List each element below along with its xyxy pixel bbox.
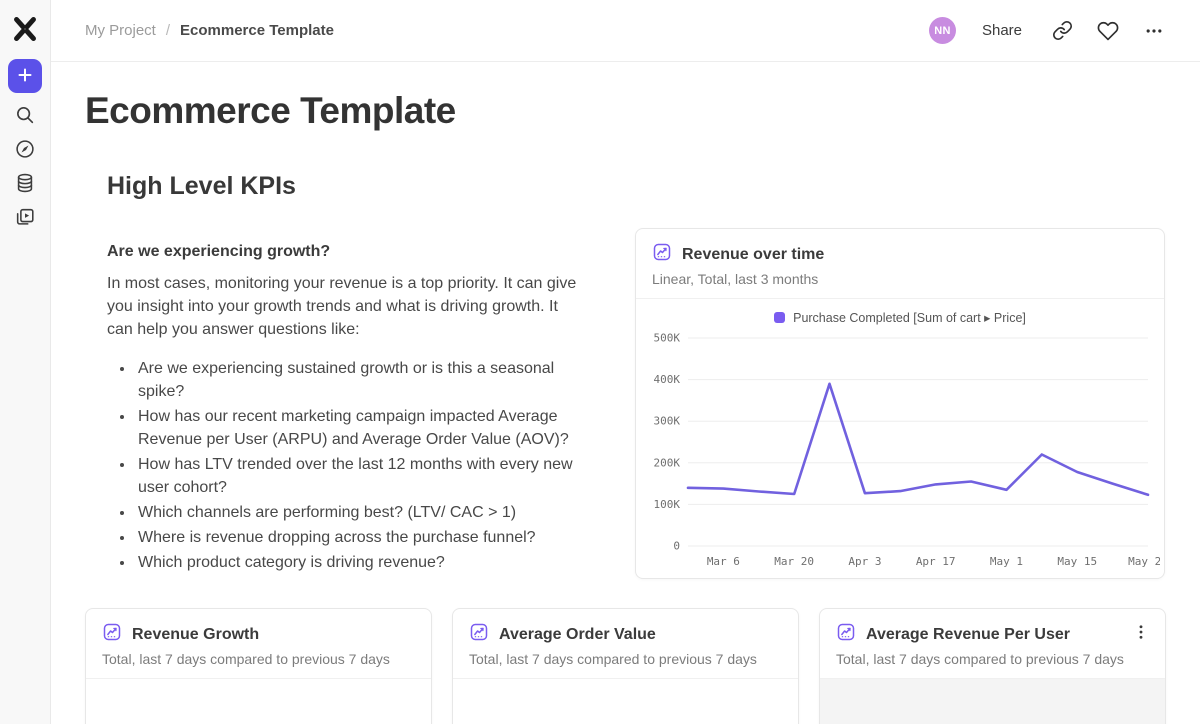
average-revenue-per-user-card[interactable]: Average Revenue Per User Total, last 7 d… [819, 608, 1166, 724]
main-column: My Project / Ecommerce Template NN Share [51, 0, 1200, 724]
kpi-card-title: Average Revenue Per User [866, 625, 1070, 643]
svg-text:200K: 200K [654, 456, 681, 469]
revenue-growth-card[interactable]: Revenue Growth Total, last 7 days compar… [85, 608, 432, 724]
search-icon[interactable] [13, 103, 37, 127]
kpi-card-body [86, 679, 431, 724]
legend-swatch [774, 312, 786, 323]
line-chart-icon [102, 622, 122, 647]
kpi-card-title: Revenue Growth [132, 625, 260, 643]
intro-bullet-list: Are we experiencing sustained growth or … [107, 357, 579, 574]
card-header: Revenue Growth Total, last 7 days compar… [86, 609, 431, 679]
svg-text:100K: 100K [654, 498, 681, 511]
average-order-value-card[interactable]: Average Order Value Total, last 7 days c… [452, 608, 799, 724]
svg-text:Mar 20: Mar 20 [774, 555, 814, 568]
line-chart-icon [469, 622, 489, 647]
sidebar [0, 0, 51, 724]
chart-area[interactable]: 0 100K 200K 300K 400K 500K Mar 6 Mar 20 Apr 3 Apr… [636, 326, 1164, 578]
copy-link-icon[interactable] [1050, 19, 1074, 43]
breadcrumb-separator: / [165, 22, 171, 39]
breadcrumb: My Project / Ecommerce Template [85, 22, 334, 39]
topbar: My Project / Ecommerce Template NN Share [51, 0, 1200, 62]
line-chart-icon [652, 242, 672, 267]
breadcrumb-current: Ecommerce Template [180, 22, 334, 39]
svg-text:May 29: May 29 [1128, 555, 1160, 568]
svg-text:Mar 6: Mar 6 [707, 555, 740, 568]
boards-icon[interactable] [13, 205, 37, 229]
revenue-chart: 0 100K 200K 300K 400K 500K Mar 6 Mar 20 Apr 3 Apr… [654, 332, 1161, 569]
svg-text:Apr 3: Apr 3 [848, 555, 881, 568]
database-icon[interactable] [13, 171, 37, 195]
kpi-card-row: Revenue Growth Total, last 7 days compar… [85, 608, 1166, 724]
revenue-card-header: Revenue over time Linear, Total, last 3 … [636, 229, 1164, 299]
legend-label: Purchase Completed [Sum of cart ▸ Price] [793, 311, 1026, 325]
revenue-card-subtitle: Linear, Total, last 3 months [652, 271, 819, 287]
kpi-card-body [820, 679, 1165, 724]
kpi-card-subtitle: Total, last 7 days compared to previous … [469, 651, 757, 667]
list-item: Which product category is driving revenu… [135, 551, 579, 574]
svg-text:500K: 500K [654, 332, 681, 345]
revenue-over-time-card[interactable]: Revenue over time Linear, Total, last 3 … [635, 228, 1165, 579]
svg-text:0: 0 [673, 540, 680, 553]
mixpanel-logo-icon[interactable] [10, 14, 40, 44]
list-item: How has LTV trended over the last 12 mon… [135, 453, 579, 499]
intro-text-block: Are we experiencing growth? In most case… [107, 228, 579, 576]
avatar[interactable]: NN [928, 17, 956, 44]
svg-text:400K: 400K [654, 373, 681, 386]
page-title: Ecommerce Template [85, 90, 456, 131]
compass-icon[interactable] [13, 137, 37, 161]
section-title: High Level KPIs [107, 172, 296, 200]
list-item: Are we experiencing sustained growth or … [135, 357, 579, 403]
topbar-actions: NN Share [928, 17, 1166, 44]
intro-paragraph: In most cases, monitoring your revenue i… [107, 275, 577, 338]
list-item: Where is revenue dropping across the pur… [135, 526, 579, 549]
intro-question: Are we experiencing growth? [107, 243, 331, 260]
card-menu-kebab-icon[interactable] [1127, 618, 1155, 646]
kpi-card-subtitle: Total, last 7 days compared to previous … [102, 651, 390, 667]
chart-legend: Purchase Completed [Sum of cart ▸ Price] [636, 299, 1164, 326]
list-item: How has our recent marketing campaign im… [135, 405, 579, 451]
create-button[interactable] [8, 59, 42, 93]
kpi-card-body [453, 679, 798, 724]
kpi-card-subtitle: Total, last 7 days compared to previous … [836, 651, 1124, 667]
more-options-icon[interactable] [1142, 19, 1166, 43]
line-chart-icon [836, 622, 856, 647]
card-header: Average Revenue Per User Total, last 7 d… [820, 609, 1165, 679]
plus-icon [17, 67, 33, 86]
share-button[interactable]: Share [981, 22, 1022, 39]
revenue-card-title: Revenue over time [682, 245, 825, 263]
board-content: Ecommerce Template High Level KPIs Are w… [51, 62, 1200, 724]
kpi-card-title: Average Order Value [499, 625, 656, 643]
favorite-heart-icon[interactable] [1096, 19, 1120, 43]
svg-text:May 1: May 1 [990, 555, 1023, 568]
svg-text:May 15: May 15 [1057, 555, 1097, 568]
svg-text:Apr 17: Apr 17 [916, 555, 956, 568]
list-item: Which channels are performing best? (LTV… [135, 501, 579, 524]
svg-text:300K: 300K [654, 415, 681, 428]
kpi-section: High Level KPIs Are we experiencing grow… [107, 172, 1166, 579]
breadcrumb-project[interactable]: My Project [85, 22, 156, 39]
card-header: Average Order Value Total, last 7 days c… [453, 609, 798, 679]
